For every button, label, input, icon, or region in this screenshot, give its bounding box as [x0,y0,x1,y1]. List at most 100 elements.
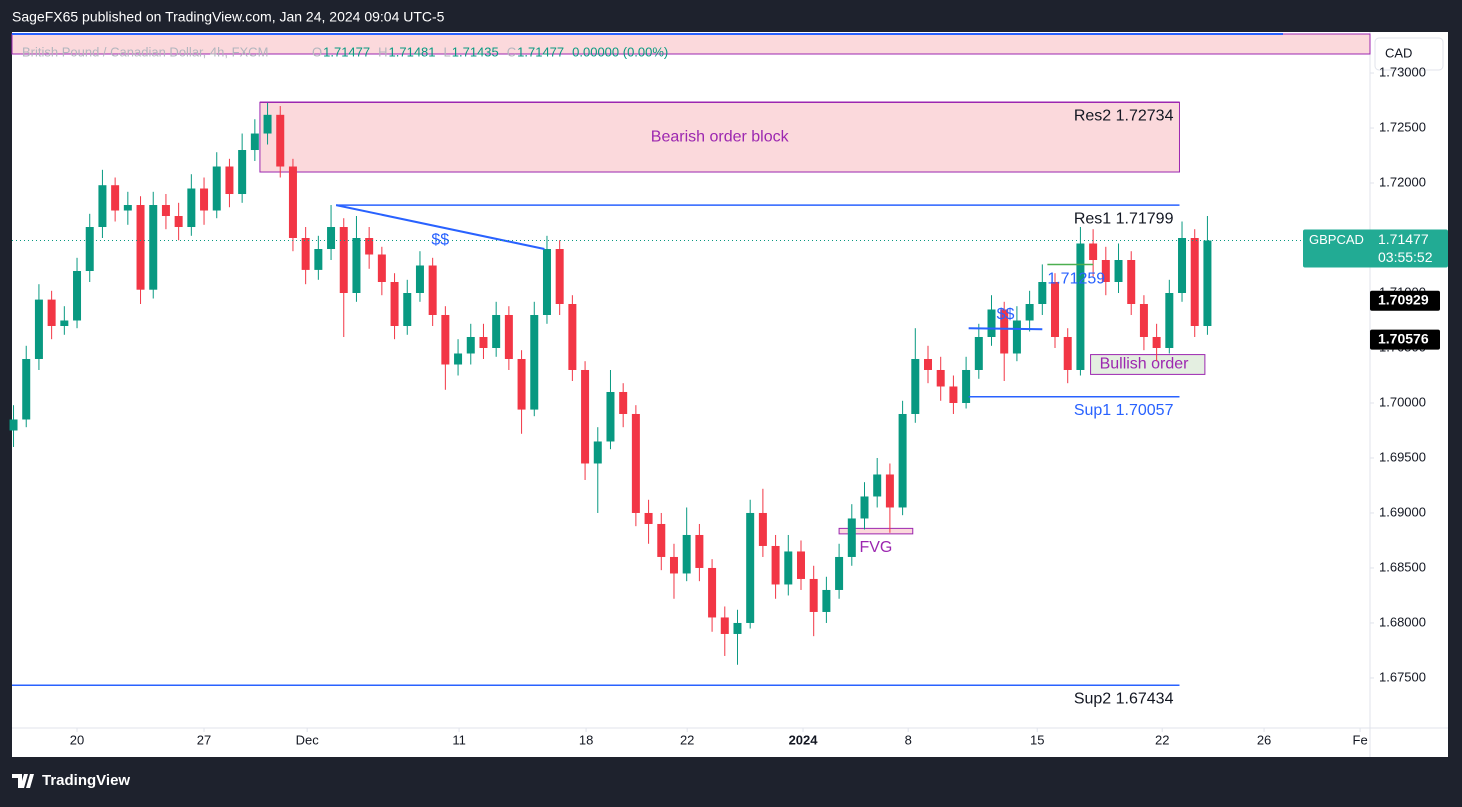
price-label: 1.70576 [1378,330,1429,346]
candle-body [784,551,793,585]
level-label: Sup1 1.70057 [1074,402,1174,419]
y-tick-label: 1.69000 [1379,504,1426,519]
currency-button[interactable] [1374,37,1444,71]
candle-body [822,589,831,612]
y-tick-label: 1.70000 [1379,394,1426,409]
footer: TradingView [42,772,130,789]
candle-body [644,512,653,524]
candle-body [847,518,856,557]
candle-body [1114,260,1123,283]
candle-body [593,441,602,464]
candle-body [136,205,145,290]
liquidity-label: $$ [997,306,1015,323]
candle-body [339,227,348,293]
candle-body [758,512,767,546]
footer-logo: TradingView [12,772,130,789]
candle-body [276,114,285,167]
box-label: Bullish order [1100,356,1190,373]
x-tick-label: 20 [70,732,84,747]
y-tick-label: 1.68000 [1379,614,1426,629]
candle-body [517,358,526,410]
candle-body [174,216,183,228]
liquidity-line [968,327,1043,331]
candle-body [936,369,945,387]
price-label-box [1370,290,1440,311]
x-tick-label: 26 [1257,732,1271,747]
candle-body [1000,309,1009,354]
x-tick-label: 15 [1030,732,1044,747]
candle-body [390,282,399,326]
x-tick-label: 22 [1155,732,1169,747]
liquidity-label: $$ [431,231,449,248]
legend-value: 1.71477 [323,44,370,59]
candle-body [1025,303,1034,321]
candle-body [1063,336,1072,370]
candle-body [682,534,691,574]
candle-body [542,249,551,315]
candle-body [733,622,742,634]
candle-body [441,314,450,365]
candle-body [530,314,539,410]
legend-change: 0.00000 (0.00%) [572,44,668,59]
legend-key: H [378,44,387,59]
candle-body [555,249,564,304]
candle-body [1152,336,1161,348]
candle-body [415,265,424,293]
candle-body [250,133,259,151]
candle-body [911,358,920,414]
y-tick-label: 1.69500 [1379,449,1426,464]
box-label: FVG [859,539,892,556]
order-block [259,101,1180,173]
candle-body [720,617,729,634]
candle-body [479,336,488,348]
header: SageFX65 published on TradingView.com, J… [12,9,445,25]
legend: British Pound / Canadian Dollar, 4h, FXC… [22,44,668,59]
y-tick-label: 1.73000 [1379,64,1426,79]
candle-body [301,238,310,270]
currency[interactable]: CAD [1385,45,1412,60]
candle-body [9,419,18,431]
candle-body [898,413,907,508]
y-tick-label: 1.72000 [1379,174,1426,189]
price-label: 1.70929 [1378,292,1429,308]
candle-body [949,386,958,403]
candle-body [885,474,894,508]
zone-label: Bearish order block [651,128,790,145]
candle-body [924,358,933,370]
candle-body [606,391,615,442]
candle-body [657,523,666,557]
legend-key: O [312,44,322,59]
legend-value: 1.71481 [389,44,436,59]
candle-body [85,227,94,272]
candle-body [73,271,82,321]
x-tick-label: 8 [905,732,912,747]
candle-body [428,265,437,315]
candle-body [403,293,412,326]
candle-body [161,205,170,217]
candle-body [669,556,678,574]
candle-body [568,303,577,370]
box [838,527,914,535]
candle-body [34,299,43,359]
y-tick-label: 1.67500 [1379,669,1426,684]
y-tick-label: 1.72500 [1379,119,1426,134]
candle-body [695,534,704,568]
logo-mark [12,774,34,788]
candle-body [314,249,323,270]
candle-body [1038,282,1047,304]
candle-body [708,567,717,618]
countdown: 03:55:52 [1378,249,1433,265]
candle-body [1127,260,1136,304]
candle-body [974,336,983,370]
candle-body [987,309,996,337]
candle-body [1165,293,1174,348]
candle-body [1139,303,1148,337]
candle-body [288,166,297,239]
legend-name: British Pound / Canadian Dollar, 4h, FXC… [22,44,268,59]
candle-body [327,227,336,250]
candle-body [1190,238,1199,326]
x-tick-label: 11 [452,732,466,747]
candle-body [771,545,780,585]
candle-body [835,556,844,590]
